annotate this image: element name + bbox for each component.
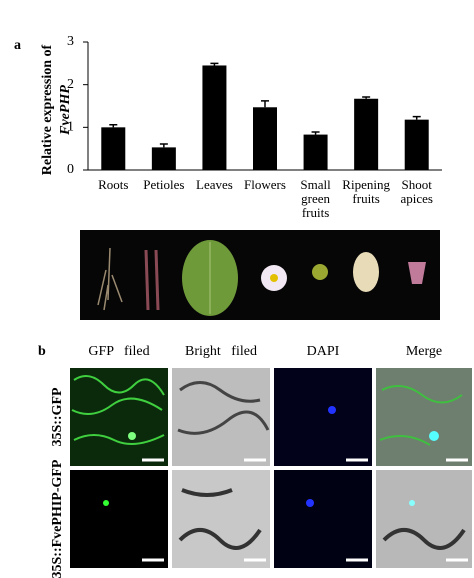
error-bar [159,143,168,148]
bar [303,134,328,170]
bar [404,119,429,170]
error-bar [362,96,371,99]
y-tick-label: 0 [67,162,74,177]
x-tick-label: Petioles [143,177,185,192]
y-axis-label: Relative expression of [40,44,55,175]
bar [151,147,176,170]
x-tick-label: Leaves [196,177,233,192]
bar [253,107,277,170]
tissue-photos [80,230,440,320]
bar [202,65,227,170]
row-label: 35S::GFP [50,387,65,447]
x-tick-label: Flowers [244,177,286,192]
panel-label: b [38,344,46,359]
column-header: DAPI [307,344,340,359]
error-bar [210,62,219,66]
y-tick-label: 1 [67,120,74,135]
y-tick-label: 2 [67,77,74,92]
column-header: GFP filed [88,344,149,359]
column-header: Bright filed [185,344,257,359]
row-label: 35S::FvePHIP-GFP [50,459,65,578]
bar [354,98,379,170]
panel-label: a [14,38,21,53]
micrographs [70,368,472,568]
bar [101,127,126,170]
error-bar [311,131,320,135]
y-axis-label-gene: FvePHP [58,85,73,136]
x-tick-label: Shoot apices [400,177,433,206]
error-bar [412,115,421,120]
error-bar [109,124,118,128]
x-tick-label: Ripening fruits [342,177,390,206]
x-tick-label: Roots [98,177,129,192]
x-tick-label: Small green fruits [300,177,331,220]
error-bar [261,100,269,108]
column-header: Merge [406,344,442,359]
y-tick-label: 3 [67,34,74,49]
